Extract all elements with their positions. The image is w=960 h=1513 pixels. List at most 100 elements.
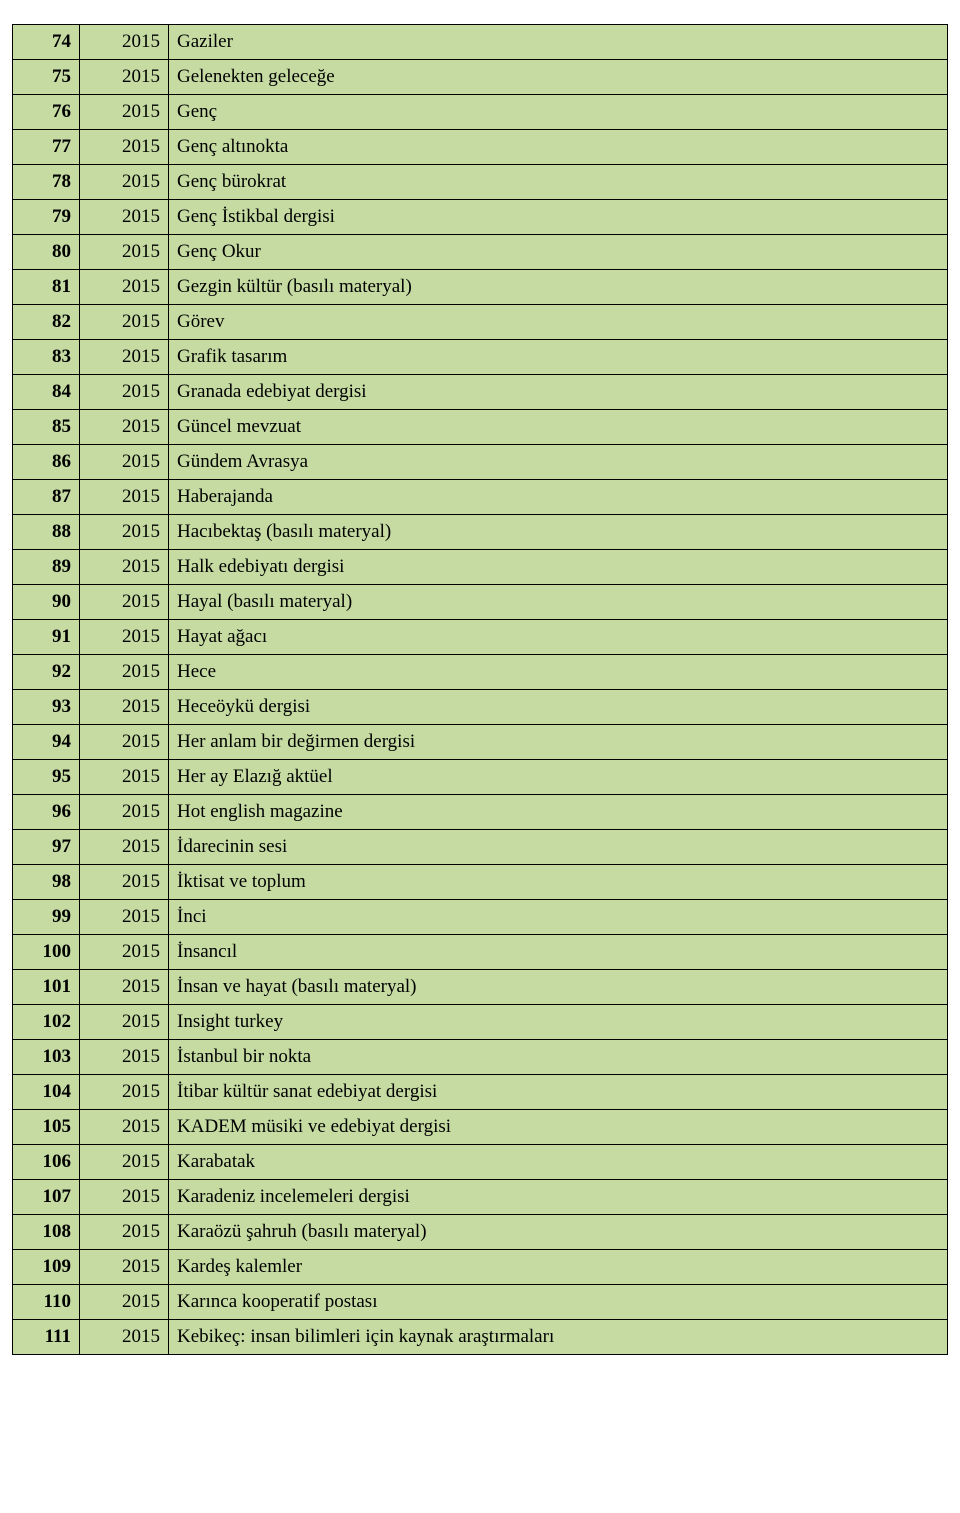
row-number: 98 [13, 865, 80, 900]
row-title: Güncel mevzuat [169, 410, 948, 445]
row-number: 81 [13, 270, 80, 305]
row-title: Kebikeç: insan bilimleri için kaynak ara… [169, 1320, 948, 1355]
row-title: Insight turkey [169, 1005, 948, 1040]
row-title: İstanbul bir nokta [169, 1040, 948, 1075]
table-row: 752015Gelenekten geleceğe [13, 60, 948, 95]
row-year: 2015 [80, 725, 169, 760]
table-row: 962015Hot english magazine [13, 795, 948, 830]
table-row: 892015Halk edebiyatı dergisi [13, 550, 948, 585]
table-row: 862015Gündem Avrasya [13, 445, 948, 480]
row-number: 89 [13, 550, 80, 585]
row-title: Gelenekten geleceğe [169, 60, 948, 95]
table-row: 812015Gezgin kültür (basılı materyal) [13, 270, 948, 305]
table-row: 1092015Kardeş kalemler [13, 1250, 948, 1285]
row-year: 2015 [80, 515, 169, 550]
row-number: 100 [13, 935, 80, 970]
row-number: 78 [13, 165, 80, 200]
row-year: 2015 [80, 270, 169, 305]
row-year: 2015 [80, 1180, 169, 1215]
row-year: 2015 [80, 1040, 169, 1075]
row-title: Karınca kooperatif postası [169, 1285, 948, 1320]
table-row: 1082015Karaözü şahruh (basılı materyal) [13, 1215, 948, 1250]
row-number: 102 [13, 1005, 80, 1040]
row-title: Karaözü şahruh (basılı materyal) [169, 1215, 948, 1250]
table-row: 782015Genç bürokrat [13, 165, 948, 200]
row-year: 2015 [80, 235, 169, 270]
table-row: 952015Her ay Elazığ aktüel [13, 760, 948, 795]
row-title: Gaziler [169, 25, 948, 60]
row-title: İnci [169, 900, 948, 935]
row-number: 75 [13, 60, 80, 95]
row-year: 2015 [80, 165, 169, 200]
row-year: 2015 [80, 1320, 169, 1355]
row-number: 108 [13, 1215, 80, 1250]
table-body: 742015Gaziler752015Gelenekten geleceğe76… [13, 25, 948, 1355]
row-year: 2015 [80, 795, 169, 830]
row-year: 2015 [80, 375, 169, 410]
row-year: 2015 [80, 480, 169, 515]
table-row: 1032015İstanbul bir nokta [13, 1040, 948, 1075]
row-year: 2015 [80, 1285, 169, 1320]
row-number: 74 [13, 25, 80, 60]
row-title: Halk edebiyatı dergisi [169, 550, 948, 585]
row-year: 2015 [80, 95, 169, 130]
row-number: 96 [13, 795, 80, 830]
row-title: Kardeş kalemler [169, 1250, 948, 1285]
row-title: Genç İstikbal dergisi [169, 200, 948, 235]
row-number: 111 [13, 1320, 80, 1355]
row-year: 2015 [80, 550, 169, 585]
table-row: 1042015İtibar kültür sanat edebiyat derg… [13, 1075, 948, 1110]
table-row: 1012015İnsan ve hayat (basılı materyal) [13, 970, 948, 1005]
row-year: 2015 [80, 1110, 169, 1145]
row-number: 84 [13, 375, 80, 410]
table-row: 882015Hacıbektaş (basılı materyal) [13, 515, 948, 550]
row-title: Hece [169, 655, 948, 690]
row-title: Karabatak [169, 1145, 948, 1180]
table-row: 1002015İnsancıl [13, 935, 948, 970]
row-title: Gündem Avrasya [169, 445, 948, 480]
row-number: 99 [13, 900, 80, 935]
row-number: 86 [13, 445, 80, 480]
row-number: 106 [13, 1145, 80, 1180]
table-row: 822015Görev [13, 305, 948, 340]
row-title: Hacıbektaş (basılı materyal) [169, 515, 948, 550]
row-year: 2015 [80, 585, 169, 620]
row-title: İnsancıl [169, 935, 948, 970]
row-number: 97 [13, 830, 80, 865]
row-number: 91 [13, 620, 80, 655]
row-title: Her ay Elazığ aktüel [169, 760, 948, 795]
table-row: 1052015KADEM müsiki ve edebiyat dergisi [13, 1110, 948, 1145]
table-row: 802015Genç Okur [13, 235, 948, 270]
row-year: 2015 [80, 1145, 169, 1180]
row-title: Gezgin kültür (basılı materyal) [169, 270, 948, 305]
row-title: Haberajanda [169, 480, 948, 515]
row-number: 92 [13, 655, 80, 690]
row-year: 2015 [80, 25, 169, 60]
table-row: 772015Genç altınokta [13, 130, 948, 165]
table-row: 922015Hece [13, 655, 948, 690]
row-year: 2015 [80, 1075, 169, 1110]
table-row: 792015Genç İstikbal dergisi [13, 200, 948, 235]
row-number: 103 [13, 1040, 80, 1075]
row-year: 2015 [80, 130, 169, 165]
row-year: 2015 [80, 1215, 169, 1250]
table-row: 842015Granada edebiyat dergisi [13, 375, 948, 410]
table-row: 932015Heceöykü dergisi [13, 690, 948, 725]
row-number: 85 [13, 410, 80, 445]
row-year: 2015 [80, 340, 169, 375]
row-number: 95 [13, 760, 80, 795]
row-number: 88 [13, 515, 80, 550]
row-title: İktisat ve toplum [169, 865, 948, 900]
row-year: 2015 [80, 410, 169, 445]
row-number: 104 [13, 1075, 80, 1110]
periodicals-table: 742015Gaziler752015Gelenekten geleceğe76… [12, 24, 948, 1355]
table-row: 762015Genç [13, 95, 948, 130]
row-title: Genç bürokrat [169, 165, 948, 200]
row-number: 77 [13, 130, 80, 165]
row-number: 83 [13, 340, 80, 375]
table-row: 742015Gaziler [13, 25, 948, 60]
table-row: 972015İdarecinin sesi [13, 830, 948, 865]
row-title: İnsan ve hayat (basılı materyal) [169, 970, 948, 1005]
row-number: 105 [13, 1110, 80, 1145]
row-number: 87 [13, 480, 80, 515]
